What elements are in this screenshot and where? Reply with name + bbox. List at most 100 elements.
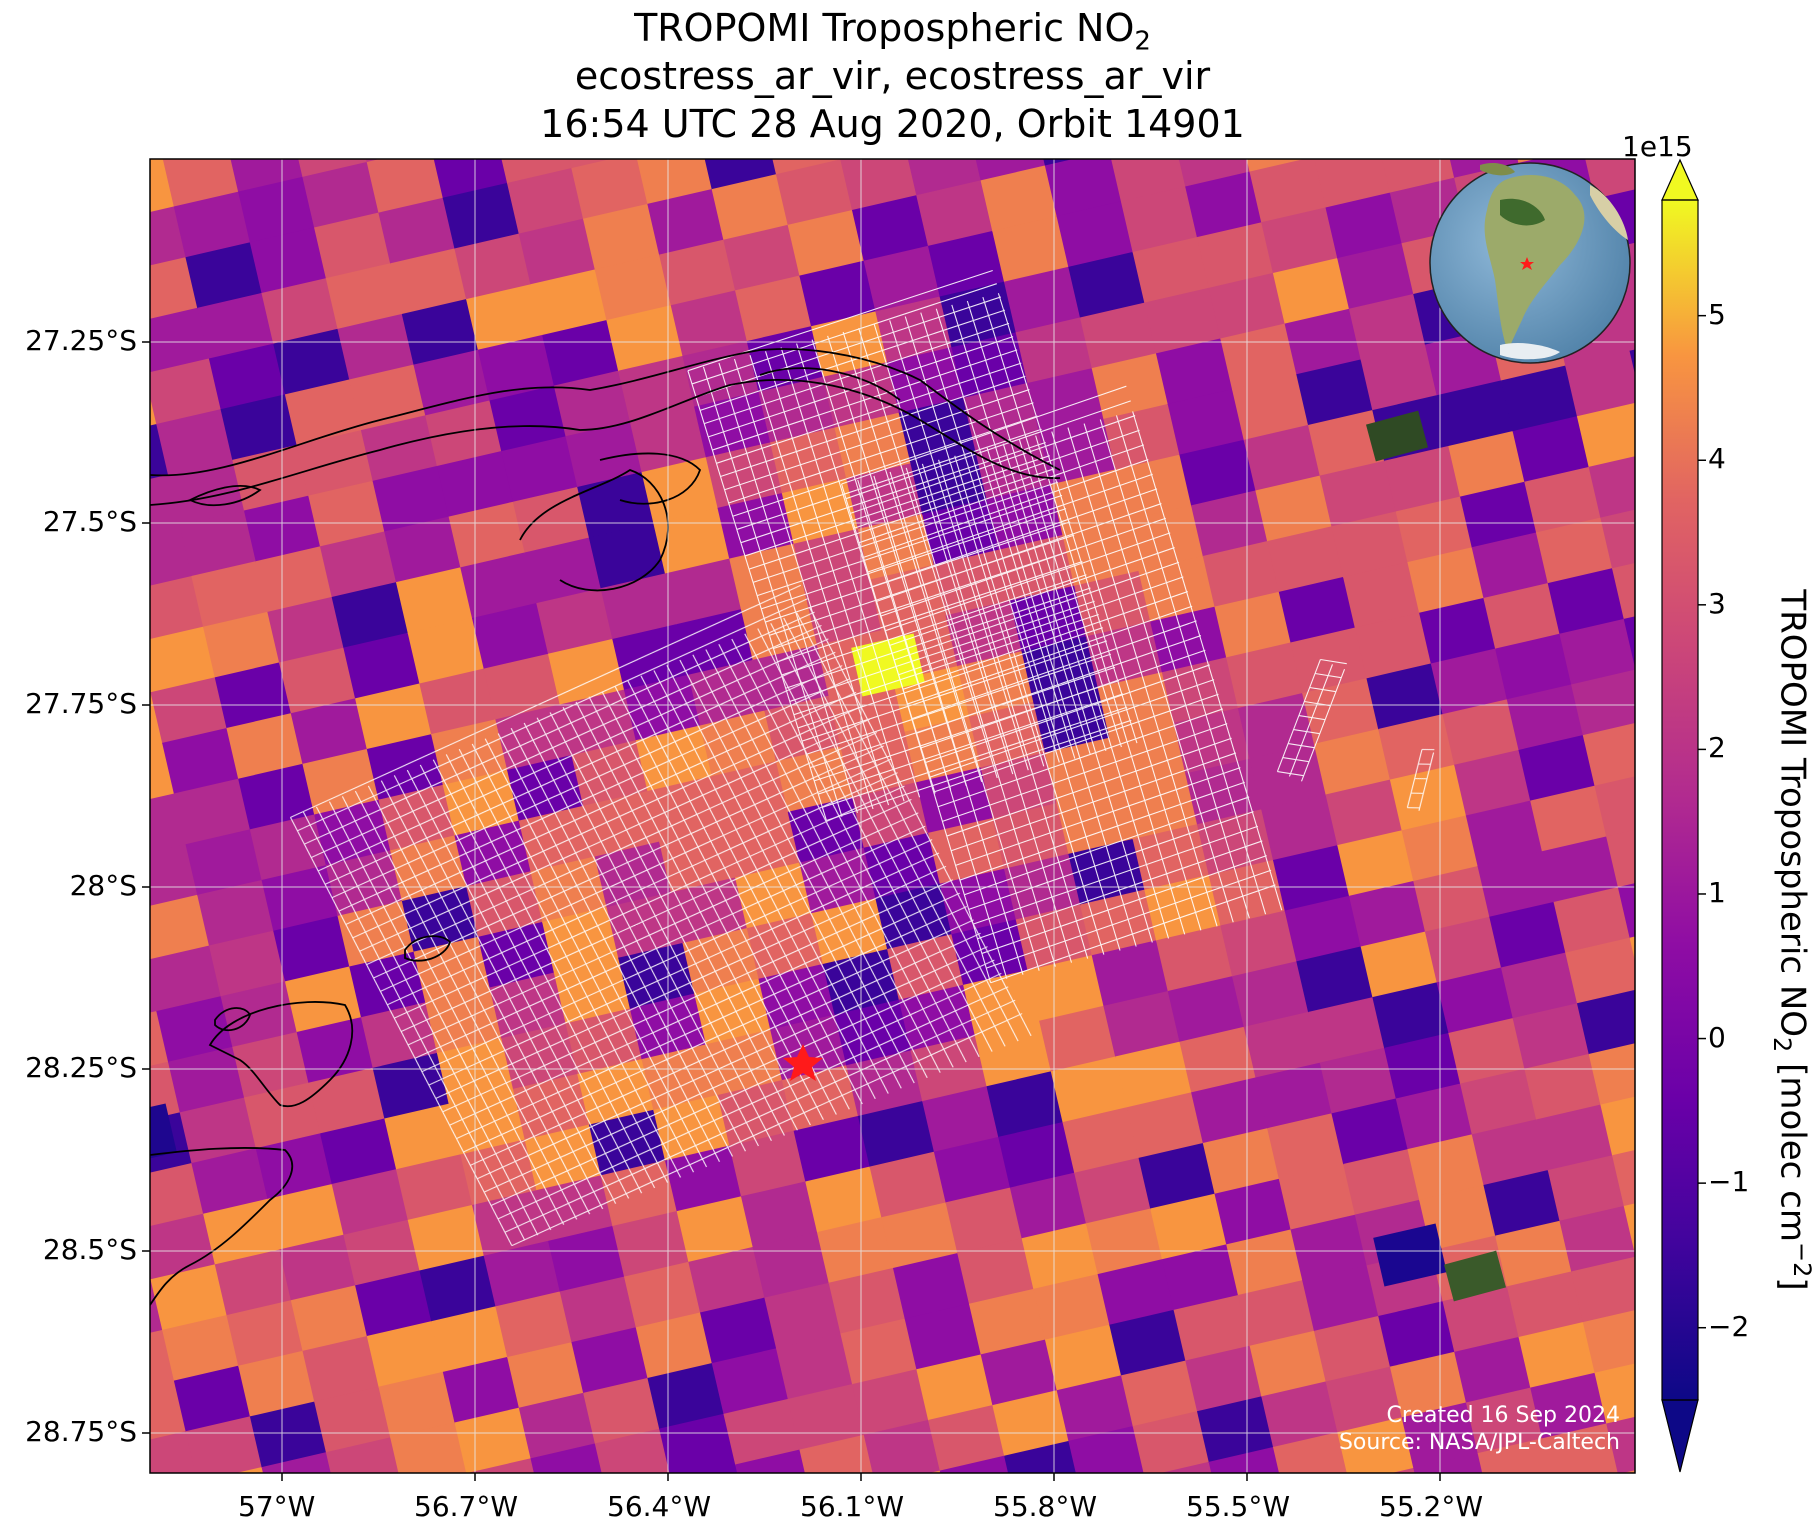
no2-pixel bbox=[1366, 76, 1443, 143]
no2-pixel bbox=[951, 919, 1029, 986]
no2-pixel bbox=[518, 218, 596, 286]
no2-pixel bbox=[308, 480, 386, 548]
no2-pixel bbox=[553, 370, 631, 438]
no2-pixel bbox=[390, 248, 468, 315]
no2-pixel bbox=[1424, 916, 1503, 984]
no2-pixel bbox=[1120, 773, 1199, 841]
no2-pixel bbox=[688, 73, 765, 140]
no2-pixel bbox=[343, 632, 421, 700]
no2-pixel bbox=[419, 668, 497, 736]
no2-pixel bbox=[1582, 1307, 1635, 1374]
no2-pixel bbox=[150, 960, 158, 1027]
axis-ticks bbox=[142, 341, 1441, 1481]
no2-pixel bbox=[653, 507, 731, 575]
no2-pixel bbox=[758, 376, 836, 444]
colorbar-tick-label: 1 bbox=[1708, 875, 1726, 909]
no2-pixel bbox=[208, 930, 287, 998]
no2-pixel bbox=[1261, 1381, 1339, 1449]
no2-pixel bbox=[273, 328, 351, 396]
no2-pixel bbox=[1196, 222, 1275, 289]
no2-pixel bbox=[1004, 1440, 1082, 1473]
no2-pixel bbox=[553, 957, 632, 1025]
no2-pixel bbox=[1313, 159, 1392, 209]
no2-pixel bbox=[910, 448, 988, 516]
no2-pixel bbox=[1600, 502, 1635, 570]
no2-pixel bbox=[670, 877, 748, 944]
no2-pixel bbox=[1588, 1038, 1635, 1106]
no2-pixel bbox=[939, 1455, 1017, 1473]
no2-pixel bbox=[302, 161, 380, 229]
no2-pixel bbox=[600, 1160, 678, 1227]
no2-pixel bbox=[1600, 1089, 1635, 1157]
no2-pixel bbox=[1161, 1244, 1240, 1311]
no2-pixel bbox=[1185, 1345, 1263, 1413]
no2-pixel bbox=[1272, 257, 1351, 325]
no2-pixel bbox=[63, 591, 140, 658]
no2-pixel bbox=[495, 159, 573, 184]
no2-pixel bbox=[863, 1419, 941, 1473]
no2-pixel bbox=[471, 602, 550, 670]
no2-pixel bbox=[150, 159, 175, 223]
no2-pixel bbox=[577, 471, 655, 539]
no2-pixel bbox=[594, 254, 672, 322]
no2-pixel bbox=[1167, 975, 1245, 1043]
no2-pixel bbox=[1500, 952, 1579, 1020]
no2-pixel bbox=[1150, 1193, 1228, 1261]
no2-pixel bbox=[1074, 570, 1152, 638]
no2-pixel bbox=[893, 79, 970, 146]
no2-pixel bbox=[857, 1100, 936, 1168]
no2-pixel bbox=[203, 611, 281, 679]
no2-pixel bbox=[319, 531, 398, 598]
no2-pixel bbox=[1261, 207, 1339, 274]
no2-pixel bbox=[314, 212, 392, 280]
no2-pixel bbox=[1179, 439, 1257, 507]
lon-tick-label: 55.8°W bbox=[993, 1490, 1098, 1523]
graticule bbox=[150, 159, 1635, 1473]
no2-pixel bbox=[460, 1139, 538, 1206]
no2-pixel bbox=[881, 1202, 959, 1269]
no2-pixel bbox=[968, 701, 1047, 769]
no2-pixel bbox=[255, 546, 333, 613]
no2-pixel bbox=[1354, 612, 1432, 680]
no2-pixel bbox=[191, 1148, 269, 1215]
colorbar-extend-min bbox=[1661, 1399, 1699, 1473]
no2-pixel bbox=[1372, 982, 1450, 1049]
lon-tick-label: 56.4°W bbox=[607, 1490, 712, 1523]
no2-pixel bbox=[314, 1386, 392, 1454]
no2-pixel bbox=[1389, 764, 1468, 832]
no2-pixel bbox=[1226, 642, 1304, 709]
no2-pixel bbox=[1068, 1425, 1146, 1473]
no2-pixel bbox=[764, 695, 842, 763]
no2-pixel bbox=[419, 1255, 497, 1323]
no2-pixel bbox=[1167, 388, 1245, 456]
no2-pixel bbox=[1459, 481, 1538, 549]
no2-pixel bbox=[1606, 821, 1635, 889]
no2-pixel bbox=[1027, 367, 1105, 435]
no2-pixel bbox=[1208, 1446, 1286, 1473]
no2-pixel bbox=[1431, 61, 1508, 128]
no2-pixel bbox=[659, 826, 737, 894]
no2-pixel bbox=[869, 1151, 947, 1219]
no2-pixel bbox=[1243, 424, 1321, 492]
no2-pixel bbox=[799, 260, 877, 328]
no2-pixel bbox=[1571, 1256, 1635, 1324]
no2-pixel bbox=[173, 191, 251, 259]
no2-pixel bbox=[1483, 1169, 1561, 1237]
no2-pixel bbox=[904, 1303, 982, 1371]
colorbar-tick-label: 3 bbox=[1708, 586, 1726, 620]
no2-pixel bbox=[150, 575, 205, 643]
no2-pixel bbox=[594, 1428, 673, 1473]
no2-pixel bbox=[1044, 1324, 1123, 1392]
no2-pixel bbox=[150, 256, 199, 324]
no2-pixel bbox=[1126, 1092, 1205, 1159]
no2-pixel bbox=[752, 1231, 830, 1299]
no2-pixel bbox=[185, 829, 263, 896]
no2-pixel bbox=[980, 165, 1058, 233]
no2-pixel bbox=[338, 1488, 415, 1524]
no2-pixel bbox=[1091, 353, 1169, 420]
no2-pixel bbox=[980, 1339, 1058, 1407]
no2-pixel bbox=[1395, 496, 1473, 564]
no2-pixel bbox=[238, 176, 316, 244]
no2-pixel bbox=[1524, 466, 1602, 534]
no2-pixel bbox=[214, 1249, 292, 1317]
